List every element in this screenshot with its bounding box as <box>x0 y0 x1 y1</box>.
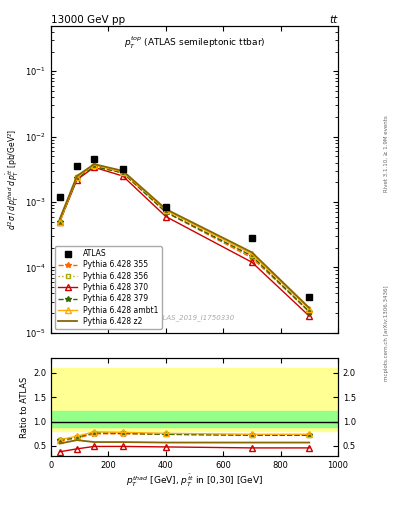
Y-axis label: $d^2\sigma\,/\,d\,p_T^{thad}\,d\,p_T^{\bar{t}t}$ [pb/GeV$^2$]: $d^2\sigma\,/\,d\,p_T^{thad}\,d\,p_T^{\b… <box>5 129 21 230</box>
Bar <box>51 368 338 431</box>
Bar <box>51 411 338 428</box>
Text: Rivet 3.1.10, ≥ 1.9M events: Rivet 3.1.10, ≥ 1.9M events <box>384 115 389 192</box>
Y-axis label: Ratio to ATLAS: Ratio to ATLAS <box>20 376 29 438</box>
Text: tt: tt <box>330 15 338 26</box>
Text: 13000 GeV pp: 13000 GeV pp <box>51 15 125 26</box>
Legend: ATLAS, Pythia 6.428 355, Pythia 6.428 356, Pythia 6.428 370, Pythia 6.428 379, P: ATLAS, Pythia 6.428 355, Pythia 6.428 35… <box>55 246 162 329</box>
Text: mcplots.cern.ch [arXiv:1306.3436]: mcplots.cern.ch [arXiv:1306.3436] <box>384 285 389 380</box>
Text: ATLAS_2019_I1750330: ATLAS_2019_I1750330 <box>154 314 235 321</box>
Text: $p_T^{top}$ (ATLAS semileptonic ttbar): $p_T^{top}$ (ATLAS semileptonic ttbar) <box>124 35 265 51</box>
X-axis label: $p_T^{thad}$ [GeV], $p_T^{\bar{t}t}$ in [0,30] [GeV]: $p_T^{thad}$ [GeV], $p_T^{\bar{t}t}$ in … <box>126 472 263 488</box>
